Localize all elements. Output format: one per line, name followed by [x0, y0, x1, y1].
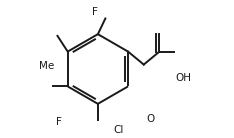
Text: O: O [146, 114, 155, 124]
Text: Me: Me [39, 61, 54, 71]
Text: F: F [91, 7, 97, 17]
Text: OH: OH [175, 73, 191, 83]
Text: F: F [56, 117, 62, 127]
Text: Cl: Cl [113, 125, 124, 135]
